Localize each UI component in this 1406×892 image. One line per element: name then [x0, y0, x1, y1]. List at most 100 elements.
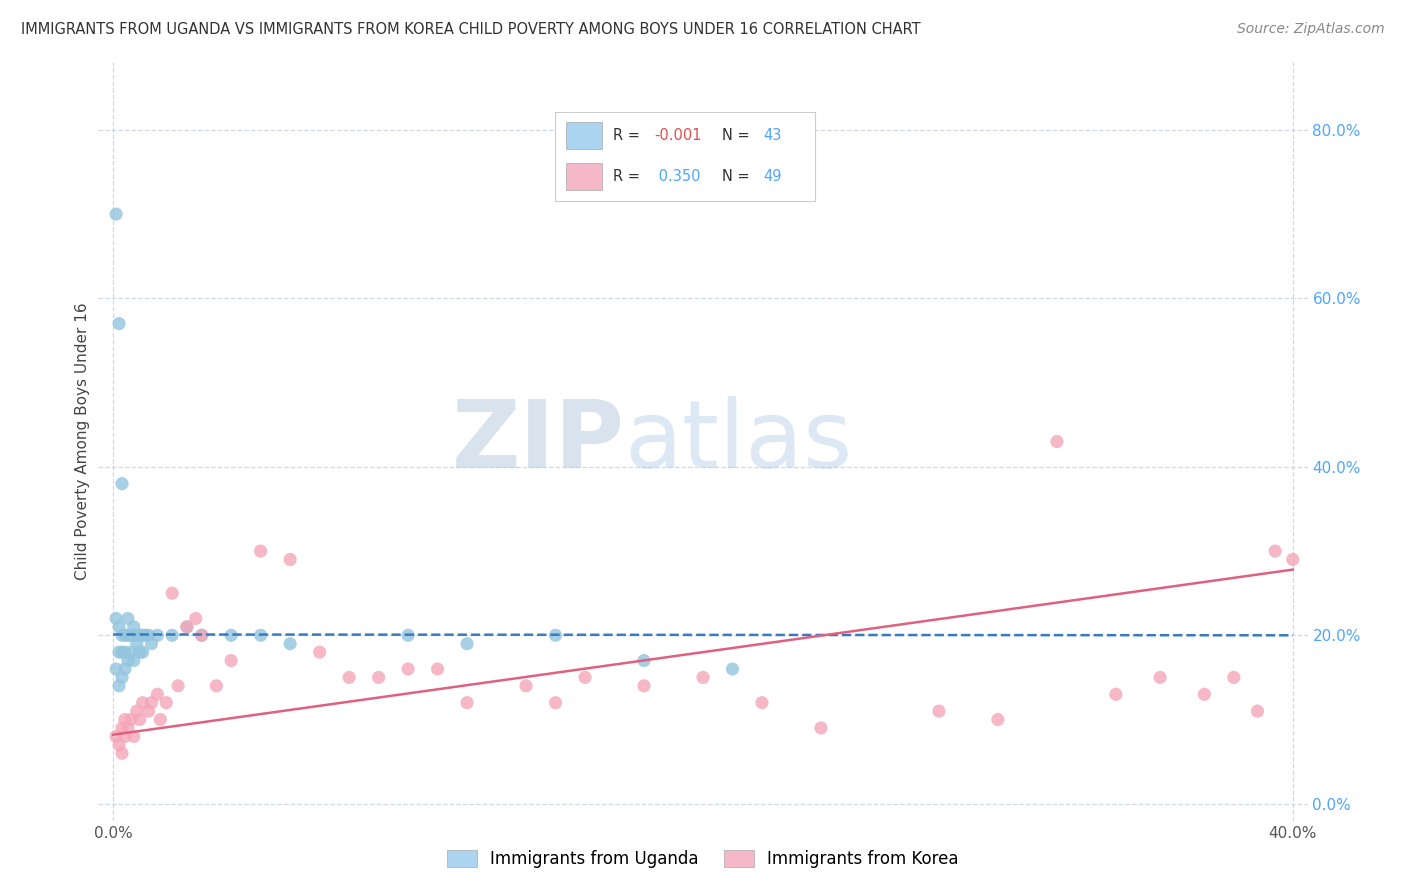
Text: ZIP: ZIP — [451, 395, 624, 488]
Point — [105, 611, 128, 625]
Point — [125, 628, 148, 642]
Text: N =: N = — [721, 169, 754, 184]
Point — [117, 611, 139, 625]
Point — [721, 662, 744, 676]
Point — [111, 476, 134, 491]
Point — [122, 620, 145, 634]
Point — [111, 670, 134, 684]
Point — [176, 620, 198, 634]
Point — [308, 645, 330, 659]
Point — [1282, 552, 1305, 566]
Text: N =: N = — [721, 128, 754, 143]
Point — [114, 713, 136, 727]
Point — [114, 730, 136, 744]
Point — [111, 628, 134, 642]
Point — [111, 721, 134, 735]
Point — [396, 662, 419, 676]
Point — [574, 670, 596, 684]
Point — [128, 645, 150, 659]
Point — [120, 628, 142, 642]
Point — [219, 654, 242, 668]
Point — [120, 645, 142, 659]
Point — [108, 645, 131, 659]
Point — [544, 696, 567, 710]
Point — [219, 628, 242, 642]
Point — [122, 628, 145, 642]
Point — [249, 544, 271, 558]
Point — [125, 704, 148, 718]
Text: Source: ZipAtlas.com: Source: ZipAtlas.com — [1237, 22, 1385, 37]
Point — [160, 628, 183, 642]
Point — [138, 628, 160, 642]
Text: IMMIGRANTS FROM UGANDA VS IMMIGRANTS FROM KOREA CHILD POVERTY AMONG BOYS UNDER 1: IMMIGRANTS FROM UGANDA VS IMMIGRANTS FRO… — [21, 22, 921, 37]
Point — [633, 679, 655, 693]
Point — [108, 317, 131, 331]
Point — [108, 620, 131, 634]
Point — [278, 552, 301, 566]
Point — [515, 679, 537, 693]
Point — [205, 679, 228, 693]
Point — [120, 713, 142, 727]
Point — [108, 679, 131, 693]
Point — [125, 637, 148, 651]
Point — [426, 662, 449, 676]
Point — [117, 654, 139, 668]
Point — [122, 730, 145, 744]
Point — [987, 713, 1010, 727]
Point — [128, 628, 150, 642]
Point — [128, 713, 150, 727]
Point — [141, 637, 163, 651]
Point — [1223, 670, 1246, 684]
Text: 49: 49 — [763, 169, 782, 184]
Point — [111, 746, 134, 760]
Point — [692, 670, 714, 684]
Point — [114, 662, 136, 676]
Point — [146, 687, 169, 701]
Point — [176, 620, 198, 634]
Point — [190, 628, 212, 642]
Text: R =: R = — [613, 128, 644, 143]
Point — [928, 704, 950, 718]
Point — [1194, 687, 1216, 701]
Point — [149, 713, 172, 727]
Point — [155, 696, 177, 710]
Point — [138, 704, 160, 718]
FancyBboxPatch shape — [565, 163, 602, 190]
Point — [1105, 687, 1128, 701]
Text: -0.001: -0.001 — [654, 128, 702, 143]
Point — [396, 628, 419, 642]
Point — [105, 730, 128, 744]
Text: 0.350: 0.350 — [654, 169, 700, 184]
Point — [105, 662, 128, 676]
Point — [456, 696, 478, 710]
Point — [131, 696, 153, 710]
Point — [249, 628, 271, 642]
Point — [751, 696, 773, 710]
Point — [117, 721, 139, 735]
Point — [167, 679, 190, 693]
FancyBboxPatch shape — [565, 122, 602, 149]
Point — [160, 586, 183, 600]
Point — [544, 628, 567, 642]
Point — [117, 628, 139, 642]
Point — [278, 637, 301, 651]
Point — [108, 738, 131, 752]
Text: R =: R = — [613, 169, 644, 184]
Point — [141, 696, 163, 710]
Y-axis label: Child Poverty Among Boys Under 16: Child Poverty Among Boys Under 16 — [75, 302, 90, 581]
Point — [1046, 434, 1069, 449]
Point — [337, 670, 360, 684]
Point — [1264, 544, 1286, 558]
Point — [114, 645, 136, 659]
Point — [456, 637, 478, 651]
Point — [114, 628, 136, 642]
Point — [111, 645, 134, 659]
Point — [810, 721, 832, 735]
Point — [1149, 670, 1171, 684]
Point — [135, 628, 157, 642]
Point — [122, 654, 145, 668]
Point — [190, 628, 212, 642]
Point — [131, 628, 153, 642]
Text: 43: 43 — [763, 128, 782, 143]
Point — [367, 670, 389, 684]
